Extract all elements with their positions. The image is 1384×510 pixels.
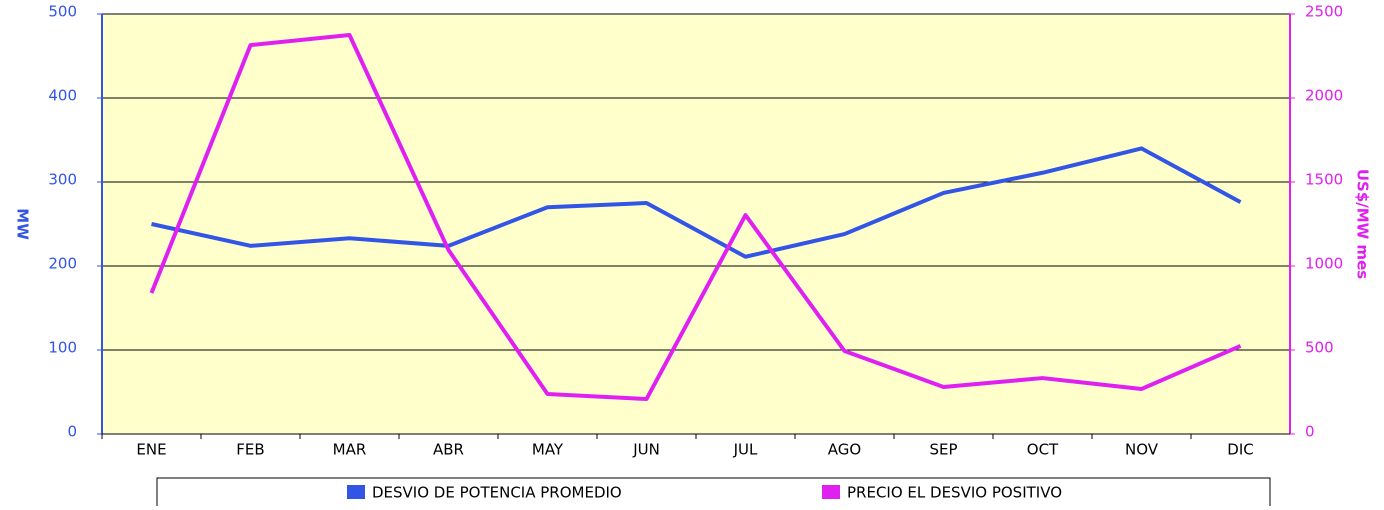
x-tick-label: DIC	[1227, 441, 1253, 459]
y-tick-label: 200	[48, 255, 77, 273]
y-tick-label: 0	[67, 423, 77, 441]
legend-label: DESVIO DE POTENCIA PROMEDIO	[372, 484, 622, 502]
x-tick-label: NOV	[1125, 441, 1159, 459]
x-tick-label: ABR	[433, 441, 464, 459]
series-line	[149, 33, 1242, 402]
y-tick-label: 400	[48, 87, 77, 105]
x-tick-label: FEB	[236, 441, 264, 459]
y2-tick-label: 1500	[1305, 171, 1343, 189]
x-tick-label: JUL	[733, 441, 758, 459]
y2-tick-label: 2500	[1305, 3, 1343, 21]
x-tick-label: ENE	[136, 441, 166, 459]
series-line	[151, 146, 1242, 259]
x-tick-label: MAR	[333, 441, 367, 459]
x-tick-label: JUN	[632, 441, 660, 459]
y2-tick-label: 0	[1305, 423, 1315, 441]
y2-tick-label: 2000	[1305, 87, 1343, 105]
x-tick-label: MAY	[532, 441, 564, 459]
y2-tick-label: 1000	[1305, 255, 1343, 273]
y-tick-label: 100	[48, 339, 77, 357]
legend-label: PRECIO EL DESVIO POSITIVO	[847, 484, 1062, 502]
y2-tick-label: 500	[1305, 339, 1334, 357]
legend-swatch	[822, 485, 840, 499]
legend	[156, 477, 1271, 509]
x-tick-label: SEP	[929, 441, 957, 459]
plot-area	[102, 14, 1290, 434]
y2-axis-label: US$/MW mes	[1354, 169, 1372, 279]
y-tick-label: 500	[48, 3, 77, 21]
y-tick-label: 300	[48, 171, 77, 189]
x-tick-label: AGO	[828, 441, 861, 459]
legend-swatch	[347, 485, 365, 499]
y-axis-label: MW	[14, 208, 32, 240]
x-tick-label: OCT	[1027, 441, 1059, 459]
